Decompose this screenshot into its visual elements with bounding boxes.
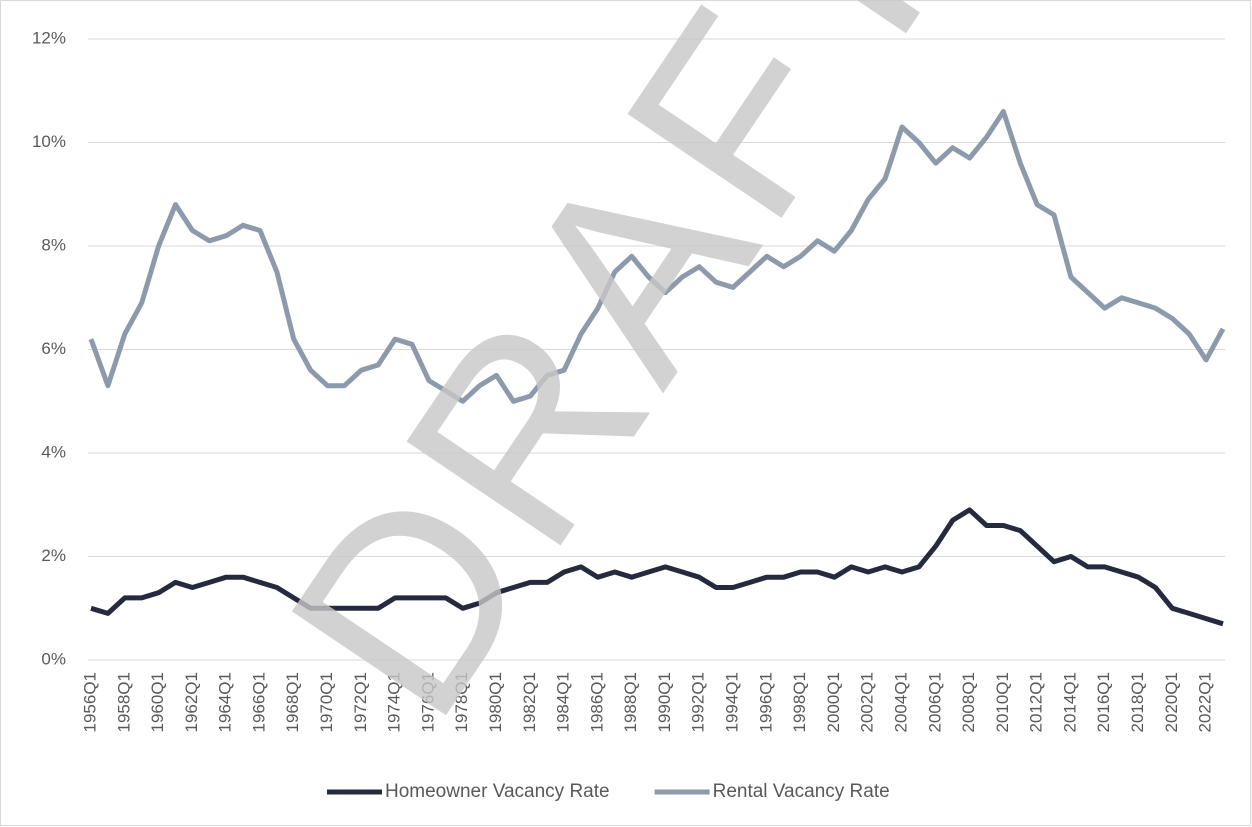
x-tick-label: 1994Q1 [723,672,742,733]
y-tick-label: 12% [32,28,66,47]
y-tick-label: 6% [41,339,66,358]
x-tick-label: 1980Q1 [486,672,505,733]
x-tick-label: 1964Q1 [216,672,235,733]
x-tick-label: 2008Q1 [959,672,978,733]
x-tick-label: 2018Q1 [1128,672,1147,733]
data-line [88,109,1226,404]
x-tick-label: 1960Q1 [148,672,167,733]
x-tick-label: 1966Q1 [249,672,268,733]
x-tick-label: 1972Q1 [351,672,370,733]
legend-label: Homeowner Vacancy Rate [385,781,610,802]
x-tick-label: 1996Q1 [756,672,775,733]
x-tick-label: 2016Q1 [1094,672,1113,733]
x-tick-label: 1958Q1 [114,672,133,733]
x-tick-label: 1974Q1 [385,672,404,733]
x-tick-label: 2002Q1 [858,672,877,733]
x-tick-label: 1986Q1 [587,672,606,733]
x-tick-label: 1984Q1 [554,672,573,733]
x-tick-label: 2012Q1 [1027,672,1046,733]
x-tick-label: 1970Q1 [317,672,336,733]
x-tick-label: 2004Q1 [891,672,910,733]
x-tick-label: 2010Q1 [993,672,1012,733]
x-tick-label: 1962Q1 [182,672,201,733]
y-tick-label: 4% [41,442,66,461]
y-tick-label: 2% [41,546,66,565]
x-tick-label: 1968Q1 [283,672,302,733]
x-tick-label: 1990Q1 [655,672,674,733]
x-tick-label: 1956Q1 [80,672,99,733]
x-tick-label: 1992Q1 [689,672,708,733]
data-line [90,507,1224,627]
x-tick-label: 1978Q1 [452,672,471,733]
x-tick-label: 2020Q1 [1162,672,1181,733]
y-tick-label: 8% [41,235,66,254]
y-tick-label: 0% [41,649,66,668]
x-tick-label: 1976Q1 [418,672,437,733]
x-tick-label: 2014Q1 [1060,672,1079,733]
y-tick-label: 10% [32,132,66,151]
x-tick-label: 1998Q1 [790,672,809,733]
x-tick-label: 2006Q1 [925,672,944,733]
x-tick-label: 2022Q1 [1196,672,1215,733]
x-tick-label: 2000Q1 [824,672,843,733]
legend-label: Rental Vacancy Rate [713,781,890,802]
x-tick-label: 1982Q1 [520,672,539,733]
x-tick-label: 1988Q1 [621,672,640,733]
